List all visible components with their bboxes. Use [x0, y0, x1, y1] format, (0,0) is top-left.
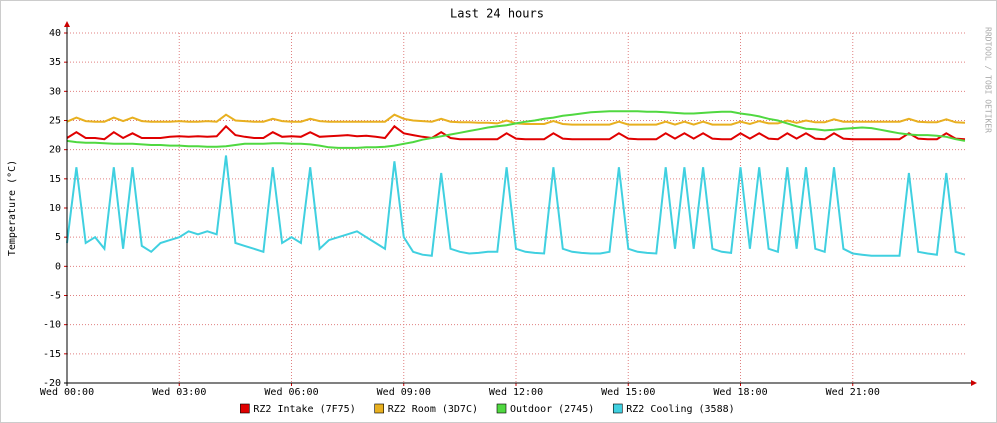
- y-tick-label: 5: [55, 232, 61, 243]
- x-tick-label: Wed 00:00: [40, 387, 94, 398]
- y-tick-label: 35: [49, 57, 61, 68]
- legend-label: Outdoor (2745): [510, 404, 594, 415]
- y-tick-label: 25: [49, 116, 61, 127]
- y-tick-label: -20: [43, 378, 61, 389]
- legend-label: RZ2 Room (3D7C): [388, 404, 478, 415]
- x-tick-label: Wed 15:00: [601, 387, 655, 398]
- series-line: [66, 110, 966, 149]
- series-line: [66, 155, 966, 257]
- legend-swatch: [374, 403, 385, 414]
- legend-swatch: [612, 403, 623, 414]
- y-tick-label: 30: [49, 86, 61, 97]
- x-tick-label: Wed 18:00: [713, 387, 767, 398]
- y-tick-label: -15: [43, 349, 61, 360]
- y-tick-label: 0: [55, 261, 61, 272]
- y-tick-label: 15: [49, 174, 61, 185]
- x-tick-label: Wed 06:00: [264, 387, 318, 398]
- series-line: [66, 124, 966, 141]
- x-tick-label: Wed 09:00: [377, 387, 431, 398]
- y-tick-label: 20: [49, 145, 61, 156]
- y-tick-label: 40: [49, 28, 61, 39]
- legend-label: RZ2 Intake (7F75): [253, 404, 355, 415]
- y-tick-label: -5: [49, 291, 61, 302]
- watermark: RRDTOOL / TOBI OETIKER: [984, 27, 993, 133]
- x-tick-label: Wed 21:00: [826, 387, 880, 398]
- axis-arrow: [971, 380, 977, 386]
- chart-title: Last 24 hours: [450, 7, 544, 21]
- legend-label: RZ2 Cooling (3588): [626, 404, 734, 415]
- y-tick-label: 10: [49, 203, 61, 214]
- legend-swatch: [240, 403, 250, 414]
- x-tick-label: Wed 12:00: [489, 387, 543, 398]
- y-axis-label: Temperature (°C): [7, 160, 18, 256]
- y-tick-label: -10: [43, 320, 61, 331]
- legend-swatch: [496, 403, 507, 414]
- x-tick-label: Wed 03:00: [152, 387, 206, 398]
- axis-arrow: [64, 21, 70, 27]
